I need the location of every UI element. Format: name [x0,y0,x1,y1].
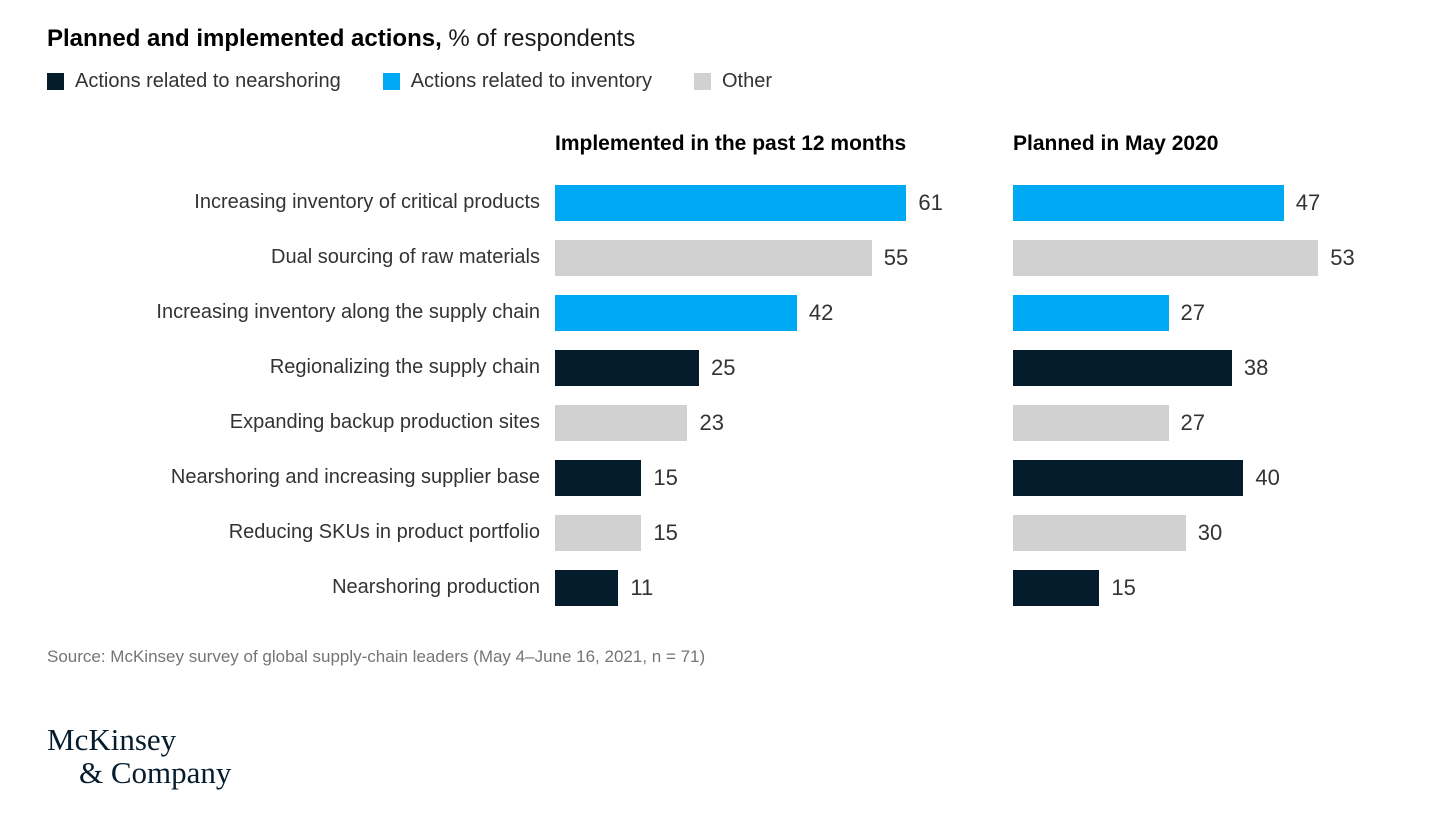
chart-row: Increasing inventory of critical product… [47,175,1439,230]
planned-bar [1013,514,1186,551]
planned-value: 27 [1180,409,1205,435]
chart-rows: Increasing inventory of critical product… [47,175,1439,615]
row-label: Increasing inventory of critical product… [194,191,540,213]
implemented-bar [555,459,642,496]
row-label: Reducing SKUs in product portfolio [228,521,540,543]
planned-bar [1013,459,1244,496]
planned-bar-cell: 53 [1013,230,1439,285]
implemented-bar [555,349,699,386]
implemented-value: 55 [883,244,909,270]
legend-item-other: Other [693,70,772,93]
source-note: Source: McKinsey survey of global supply… [47,647,706,666]
implemented-value: 15 [653,519,678,545]
chart-row: Nearshoring production 11 15 [47,560,1439,615]
row-label: Increasing inventory along the supply ch… [156,301,540,323]
chart-row: Reducing SKUs in product portfolio 15 30 [47,505,1439,560]
implemented-bar-cell: 42 [555,285,1013,340]
implemented-bar-cell: 15 [555,505,1013,560]
implemented-bar-cell: 25 [555,340,1013,395]
chart-row: Expanding backup production sites 23 27 [47,395,1439,450]
planned-value: 38 [1243,354,1269,380]
panel-headers: Implemented in the past 12 months Planne… [47,131,1439,156]
planned-value: 27 [1180,299,1205,325]
chart-row: Nearshoring and increasing supplier base… [47,450,1439,505]
logo-line2: & Company [79,755,232,790]
planned-value: 53 [1330,244,1355,270]
planned-value: 15 [1111,574,1136,600]
planned-bar [1013,239,1319,276]
chart-row: Dual sourcing of raw materials 55 53 [47,230,1439,285]
implemented-value: 25 [711,354,736,380]
logo-line1: McKinsey [47,722,177,757]
implemented-value: 42 [808,299,834,325]
implemented-bar [555,569,619,606]
panel-header-planned: Planned in May 2020 [1013,132,1219,155]
planned-bar [1013,294,1169,331]
planned-bar [1013,184,1284,221]
panel-header-implemented: Implemented in the past 12 months [555,132,907,155]
implemented-value: 23 [699,409,724,435]
legend-label: Other [721,70,772,92]
planned-value: 30 [1197,519,1223,545]
implemented-value: 61 [918,189,943,215]
implemented-value: 15 [653,464,678,490]
planned-bar-cell: 27 [1013,285,1439,340]
implemented-bar-cell: 23 [555,395,1013,450]
chart-row: Regionalizing the supply chain 25 38 [47,340,1439,395]
mckinsey-logo: McKinsey & Company [47,723,1439,789]
implemented-bar [555,514,642,551]
legend-item-nearshoring: Actions related to nearshoring [47,70,341,93]
row-label: Nearshoring production [332,576,540,598]
implemented-bar-cell: 61 [555,175,1013,230]
chart-page: Planned and implemented actions, % of re… [47,26,1439,789]
legend-label: Actions related to inventory [410,70,652,92]
legend-item-inventory: Actions related to inventory [382,70,652,93]
chart-title-unit: % of respondents [441,25,636,52]
row-label: Nearshoring and increasing supplier base [170,466,540,488]
implemented-bar-cell: 55 [555,230,1013,285]
legend-swatch-inventory-icon [382,73,400,90]
row-label: Expanding backup production sites [229,411,540,433]
legend: Actions related to nearshoring Actions r… [47,70,1439,93]
implemented-bar [555,184,907,221]
implemented-bar [555,404,688,441]
legend-swatch-other-icon [693,73,711,90]
legend-label: Actions related to nearshoring [75,70,341,92]
planned-value: 40 [1255,464,1280,490]
planned-bar [1013,569,1100,606]
row-label: Dual sourcing of raw materials [271,246,540,268]
planned-bar-cell: 15 [1013,560,1439,615]
implemented-bar-cell: 15 [555,450,1013,505]
implemented-bar [555,294,797,331]
chart-row: Increasing inventory along the supply ch… [47,285,1439,340]
legend-swatch-nearshoring-icon [47,73,64,90]
planned-bar-cell: 40 [1013,450,1439,505]
planned-bar-cell: 38 [1013,340,1439,395]
implemented-bar-cell: 11 [555,560,1013,615]
planned-value: 47 [1295,189,1321,215]
implemented-bar [555,239,872,276]
implemented-value: 11 [630,574,654,600]
chart-title-main: Planned and implemented actions, [47,25,442,52]
planned-bar [1013,349,1232,386]
chart-title: Planned and implemented actions, % of re… [47,26,1439,52]
planned-bar-cell: 30 [1013,505,1439,560]
planned-bar-cell: 27 [1013,395,1439,450]
planned-bar [1013,404,1169,441]
planned-bar-cell: 47 [1013,175,1439,230]
row-label: Regionalizing the supply chain [269,356,540,378]
